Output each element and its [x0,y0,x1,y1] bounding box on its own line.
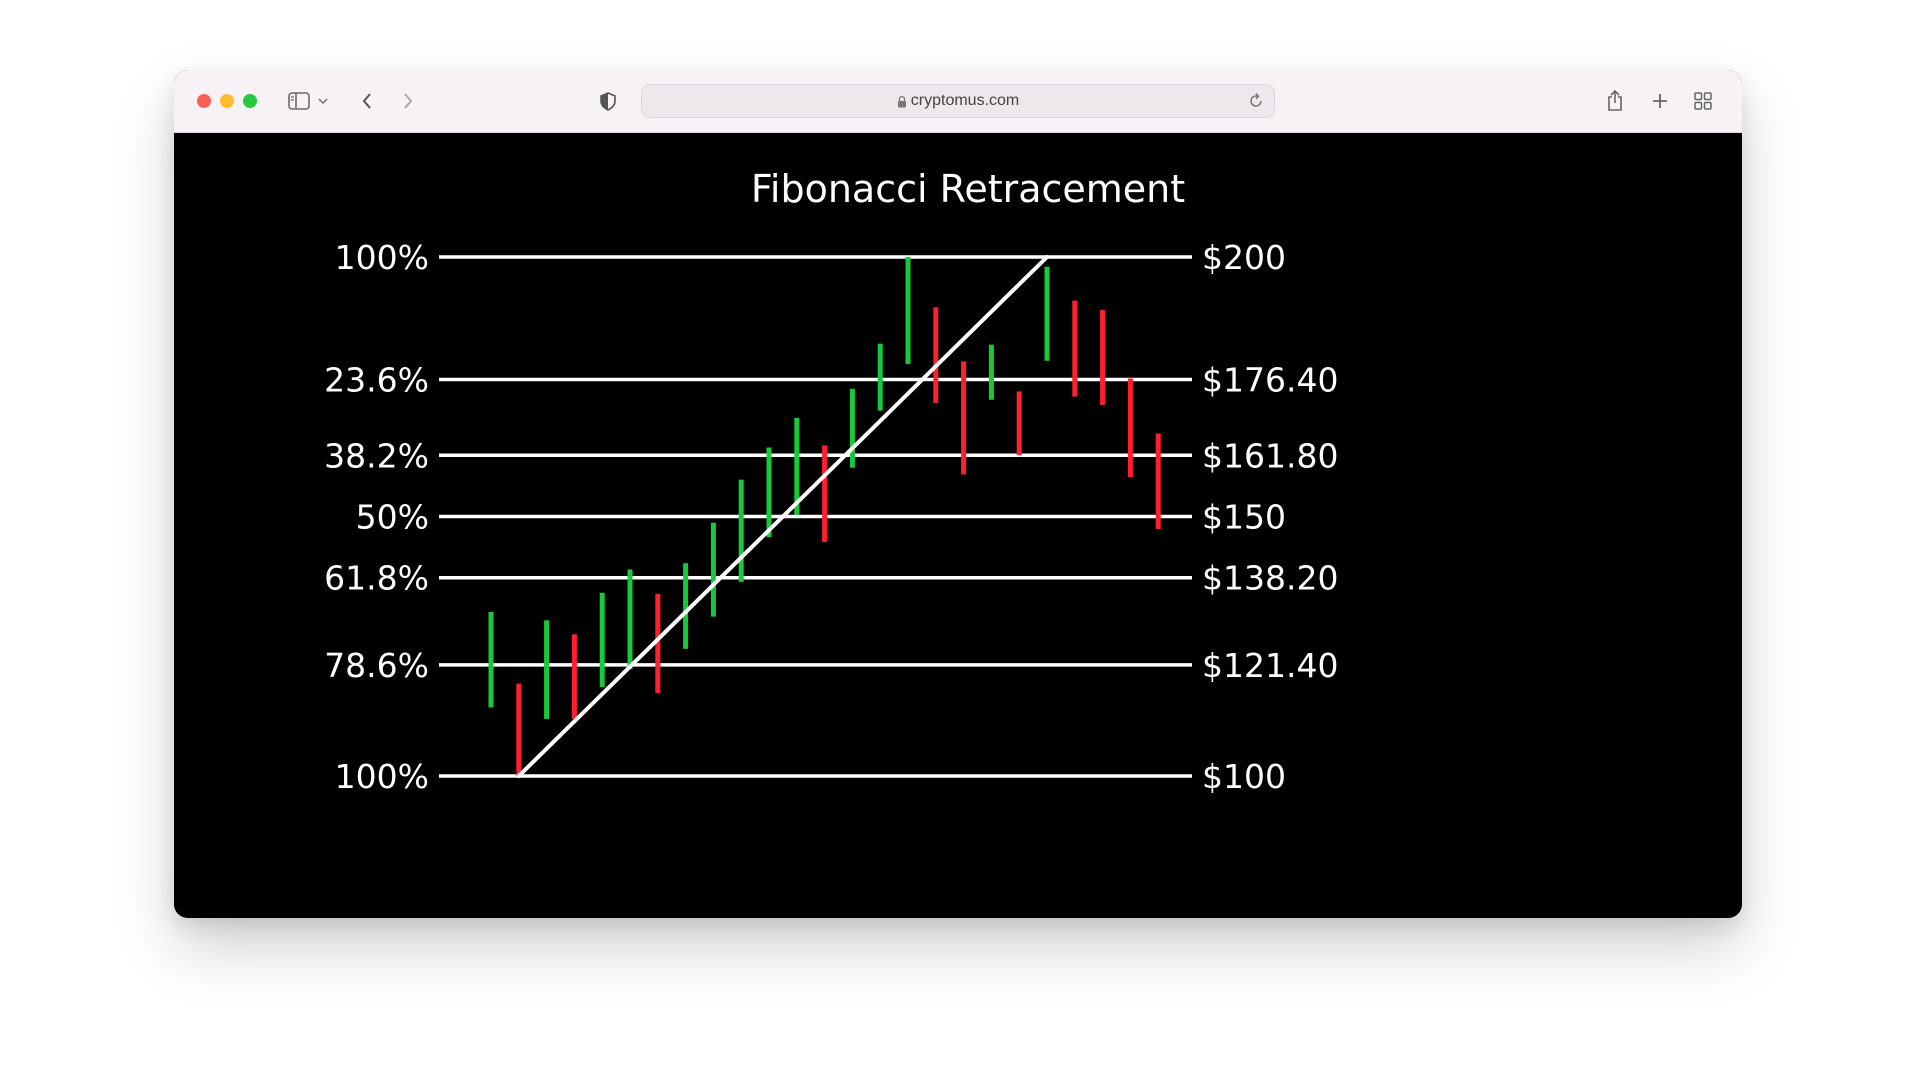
candle-down [1016,391,1022,456]
fib-level-percent: 50% [356,498,429,537]
candle-down [1100,309,1106,405]
candle-down [571,634,577,719]
fib-level-percent: 23.6% [324,360,429,399]
candle-up [599,592,605,688]
candle-up [488,611,494,708]
candle-down [1155,433,1161,529]
lock-icon [897,95,907,108]
chart-title: Fibonacci Retracement [751,167,1185,211]
candle-up [710,522,716,617]
candle-up [627,569,633,670]
fib-level-percent: 100% [335,238,429,277]
address-bar[interactable]: cryptomus.com [641,84,1275,118]
candle-up [849,388,855,468]
candle-down [933,307,939,403]
fib-level-price: $161.80 [1202,436,1338,475]
fib-level-price: $121.40 [1202,646,1338,685]
candles [488,257,1161,776]
chevron-down-icon[interactable] [316,88,330,114]
candle-up [1044,266,1050,361]
candle-down [1072,300,1078,397]
fibonacci-chart: Fibonacci Retracement 100% $200 23.6% $176.… [324,167,1338,796]
candle-down [655,593,661,693]
minimize-window-button[interactable] [220,94,234,108]
sidebar-icon[interactable] [286,88,312,114]
fib-levels: 100% $200 23.6% $176.40 38.2% $161.80 50% $150 6… [324,238,1338,796]
tab-grid-icon[interactable] [1692,88,1714,114]
browser-window: cryptomus.com [174,70,1742,918]
candle-up [988,344,994,400]
fib-level-percent: 78.6% [324,646,429,685]
fib-level-percent: 38.2% [324,436,429,475]
fib-level-price: $176.40 [1202,360,1338,399]
trend-line-group [516,255,1049,778]
fib-level-price: $150 [1202,498,1286,537]
trend-line [516,255,1049,778]
candle-down [1127,378,1133,478]
candle-up [766,447,772,538]
candle-up [794,417,800,515]
plus-icon[interactable] [1649,88,1671,114]
candle-up [544,620,550,719]
candle-up [905,257,911,364]
fib-level-price: $200 [1202,238,1286,277]
zoom-window-button[interactable] [243,94,257,108]
candle-down [822,445,828,542]
back-arrow-icon[interactable] [357,88,377,114]
fib-level-price: $138.20 [1202,559,1338,598]
fib-level-price: $100 [1202,757,1286,796]
candle-up [683,563,689,649]
close-window-button[interactable] [197,94,211,108]
chart-area: Fibonacci Retracement 100% $200 23.6% $176.… [174,133,1742,918]
candle-up [738,479,744,582]
reload-icon[interactable] [1248,92,1264,115]
fib-level-percent: 100% [335,757,429,796]
shield-icon[interactable] [598,88,618,114]
forward-arrow-icon[interactable] [398,88,418,114]
browser-toolbar: cryptomus.com [174,70,1742,133]
share-icon[interactable] [1604,88,1626,114]
fib-level-percent: 61.8% [324,559,429,598]
candle-down [516,683,522,776]
candle-down [961,361,967,475]
url-text: cryptomus.com [910,92,1020,109]
candle-up [877,343,883,411]
